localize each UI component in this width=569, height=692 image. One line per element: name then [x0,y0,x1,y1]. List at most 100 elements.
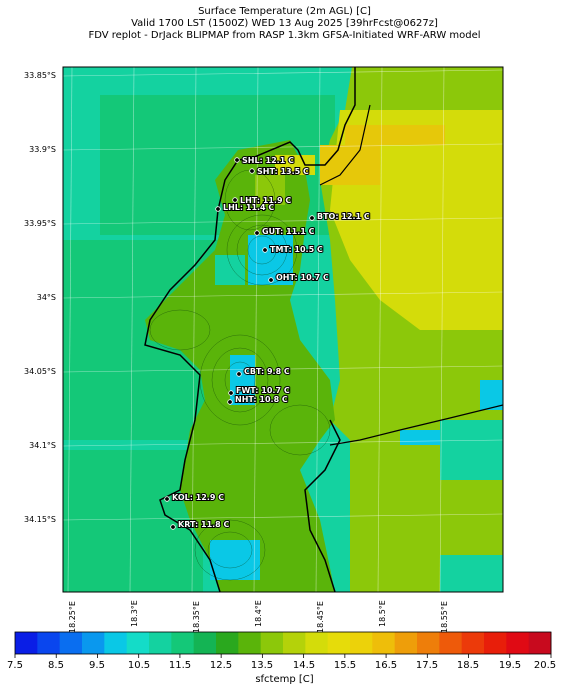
colorbar-swatch [506,632,530,654]
station-lhl[interactable]: LHL: 11.4 C [215,202,275,213]
station-label: CBT: 9.8 C [244,367,290,376]
station-dot [227,399,233,405]
colorbar-swatch [305,632,329,654]
colorbar-swatch [216,632,239,654]
coastline-false-bay [304,419,341,592]
boundary-line [329,404,503,446]
station-label: KOL: 12.9 C [172,493,224,502]
station-gut[interactable]: GUT: 11.1 C [254,226,316,237]
cool-mountain [248,235,293,285]
lat-label: 33.85°S [24,71,56,80]
station-dot [268,277,274,283]
colorbar-swatch [372,632,396,654]
graticule [63,67,503,592]
station-markers: SHL: 12.1 C SHT: 13.5 C LHT: 11.9 C LHL:… [164,155,371,530]
colorbar-swatch [283,632,306,654]
colorbar-swatch [171,632,195,654]
station-label: NHT: 10.8 C [235,395,288,404]
colorbar-swatch [417,632,440,654]
station-oht[interactable]: OHT: 10.7 C [268,272,330,283]
station-fwt[interactable]: FWT: 10.7 C [228,385,291,396]
station-tmt[interactable]: TMT: 10.5 C [262,244,324,255]
colorbar-swatch [149,632,172,654]
colorbar-tick-label: 9.5 [89,660,105,671]
station-cbt[interactable]: CBT: 9.8 C [236,366,291,377]
lat-label: 33.9°S [29,145,56,154]
station-label: LHL: 11.4 C [223,203,274,212]
colorbar-swatch [327,632,351,654]
station-dot [262,247,268,253]
lon-label: 18.25°E [68,601,77,633]
colorbar-tick-label: 10.5 [127,660,151,671]
station-nht[interactable]: NHT: 10.8 C [227,394,289,405]
lat-label: 33.95°S [24,219,56,228]
map-frame [62,66,504,593]
station-dot [228,390,234,396]
station-dot [170,524,176,530]
colorbar-tick-label: 7.5 [7,660,23,671]
station-dot [236,371,242,377]
station-dot [234,157,240,163]
colorbar-tick-label: 20.5 [533,660,557,671]
lon-label: 18.45°E [316,601,325,633]
colorbar-tick-label: 16.5 [374,660,398,671]
lon-label: 18.55°E [440,601,449,633]
colorbar-swatch [104,632,128,654]
colorbar-swatch [37,632,61,654]
warmest-zone [320,145,380,185]
cool-patch [440,420,503,480]
colorbar-frame [14,631,552,655]
lon-label: 18.35°E [192,601,201,633]
station-dot [309,215,315,221]
station-label: OHT: 10.7 C [276,273,329,282]
station-shl[interactable]: SHL: 12.1 C [234,155,295,166]
colorbar-swatch [15,632,38,654]
colorbar-swatch [59,632,83,654]
colorbar-title: sfctemp [C] [255,674,314,685]
terrain-contours [149,169,331,581]
colorbar-swatch [82,632,105,654]
colorbar-tick-label: 11.5 [168,660,192,671]
lat-label: 34°S [36,293,56,302]
colorbar-tick-label: 18.5 [456,660,480,671]
colorbar-swatch [260,632,284,654]
station-dot [232,197,238,203]
lat-label: 34.05°S [24,367,56,376]
station-kol[interactable]: KOL: 12.9 C [164,492,225,503]
colorbar-tick-label: 8.5 [48,660,64,671]
lon-label: 18.4°E [254,600,263,627]
map-title: Surface Temperature (2m AGL) [C] [198,6,371,17]
colorbar-swatch [238,632,262,654]
sea-zone [63,450,203,592]
station-dot [249,168,255,174]
colorbar-swatch [484,632,507,654]
lon-label: 18.3°E [130,600,139,627]
colorbar-swatch [350,632,373,654]
station-label: TMT: 10.5 C [270,245,323,254]
colorbar-swatch [439,632,463,654]
map-source: FDV replot - DrJack BLIPMAP from RASP 1.… [88,30,481,41]
station-label: SHL: 12.1 C [242,156,294,165]
station-lht[interactable]: LHT: 11.9 C [232,195,292,206]
station-label: BTO: 12.1 C [317,212,370,221]
station-dot [215,206,221,212]
station-label: LHT: 11.9 C [240,196,291,205]
lat-label: 34.1°S [29,441,56,450]
map-valid-time: Valid 1700 LST (1500Z) WED 13 Aug 2025 [… [131,18,438,29]
colorbar-tick-label: 14.5 [292,660,316,671]
cool-patch [400,430,440,445]
colorbar-tick-label: 13.5 [250,660,274,671]
ridge-patch [275,155,315,175]
station-bto[interactable]: BTO: 12.1 C [309,211,371,222]
cool-mountain [215,255,245,285]
station-sht[interactable]: SHT: 13.5 C [249,166,310,177]
colorbar-tick-label: 15.5 [333,660,357,671]
station-dot [164,496,170,502]
cool-mountain [210,540,260,580]
cool-patch [480,380,503,410]
colorbar [15,632,552,654]
station-krt[interactable]: KRT: 11.8 C [170,519,231,530]
colorbar-ticks [14,654,552,658]
lat-label: 34.15°S [24,515,56,524]
